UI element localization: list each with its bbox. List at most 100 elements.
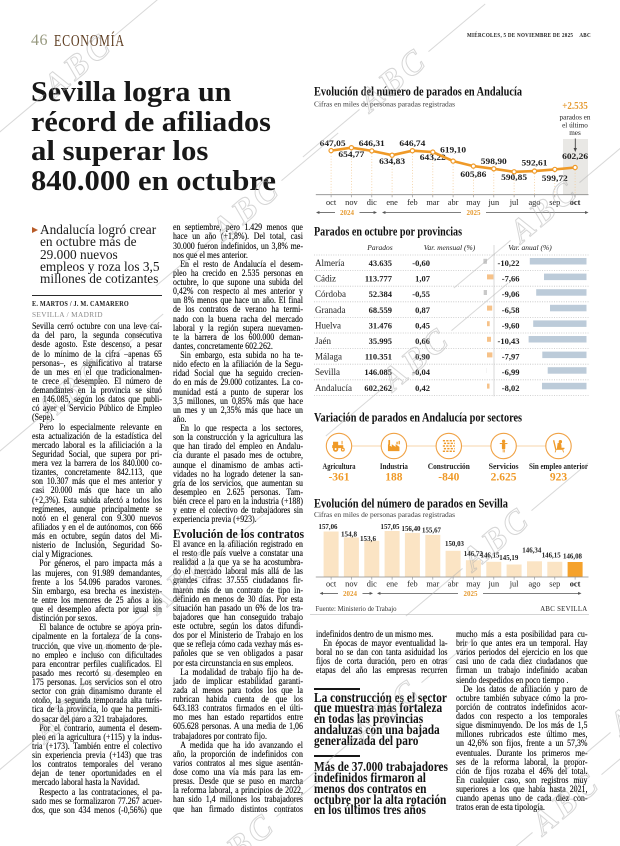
svg-text:35.995: 35.995 [369,336,392,346]
svg-text:sep: sep [549,579,560,588]
svg-text:146,72: 146,72 [464,549,483,558]
svg-text:Huelva: Huelva [315,320,341,330]
svg-text:Agricultura: Agricultura [323,462,357,471]
svg-text:Andalucía: Andalucía [315,383,352,393]
svg-text:599,72: 599,72 [542,174,568,183]
svg-text:Córdoba: Córdoba [315,289,346,299]
svg-text:-9,06: -9,06 [502,289,520,299]
svg-text:146,15: 146,15 [542,551,561,560]
svg-text:646,74: 646,74 [399,139,425,148]
svg-text:sep: sep [549,198,560,207]
svg-text:oct: oct [326,579,337,588]
svg-text:-7,97: -7,97 [502,352,520,362]
svg-text:647,05: 647,05 [320,139,346,148]
svg-text:+2.535: +2.535 [562,100,588,112]
svg-text:923: 923 [550,472,568,484]
svg-text:43.635: 43.635 [369,258,392,268]
svg-text:-0,60: -0,60 [412,258,430,268]
svg-text:Construcción: Construcción [428,462,470,471]
svg-text:155,67: 155,67 [422,526,441,535]
svg-text:Cádiz: Cádiz [315,274,336,284]
svg-text:-9,60: -9,60 [502,320,520,330]
svg-text:156,40: 156,40 [402,524,421,533]
svg-text:590,85: 590,85 [501,173,527,182]
svg-text:ago: ago [529,198,541,207]
svg-text:157,06: 157,06 [319,522,338,531]
svg-text:dic: dic [367,579,377,588]
svg-text:2024: 2024 [340,209,355,217]
svg-text:-6,99: -6,99 [502,367,520,377]
svg-text:Industria: Industria [380,462,409,471]
svg-text:jun: jun [487,198,499,207]
svg-text:mar: mar [426,579,439,588]
svg-text:nov: nov [345,579,358,588]
svg-text:52.384: 52.384 [369,289,393,299]
svg-text:Jaén: Jaén [315,336,331,346]
svg-text:0,42: 0,42 [415,383,430,393]
svg-text:abr: abr [448,198,459,207]
svg-text:154,8: 154,8 [341,530,357,539]
svg-text:oct: oct [326,198,337,207]
svg-text:Cifras en miles de personas pa: Cifras en miles de personas paradas regi… [314,510,455,519]
svg-text:-361: -361 [328,472,349,484]
svg-text:-10,22: -10,22 [498,258,520,268]
svg-text:2024: 2024 [343,590,358,598]
svg-text:nov: nov [345,198,358,207]
svg-text:oct: oct [570,579,581,588]
svg-text:may: may [466,198,481,207]
svg-text:Variación de parados en Andalu: Variación de parados en Andalucía por se… [314,410,522,425]
svg-text:602.262: 602.262 [364,383,392,393]
svg-text:jul: jul [509,579,519,588]
svg-text:ABC SEVILLA: ABC SEVILLA [540,606,587,613]
svg-text:31.476: 31.476 [369,320,392,330]
svg-text:el último: el último [562,122,588,130]
svg-text:Sevilla: Sevilla [315,367,340,377]
svg-text:619,10: 619,10 [440,146,466,155]
svg-text:parados en: parados en [560,114,591,122]
svg-text:mes: mes [569,129,581,137]
svg-text:605,86: 605,86 [460,170,486,179]
svg-text:146,15: 146,15 [481,551,500,560]
svg-text:654,77: 654,77 [338,150,364,159]
svg-text:646,31: 646,31 [359,139,385,148]
svg-text:-10,43: -10,43 [498,336,520,346]
svg-text:146.085: 146.085 [364,367,392,377]
svg-text:ene: ene [386,579,398,588]
svg-text:-7,66: -7,66 [502,274,520,284]
svg-text:Var. anual (%): Var. anual (%) [508,243,552,252]
svg-text:146,34: 146,34 [522,546,541,555]
svg-text:-0,55: -0,55 [412,289,430,299]
svg-text:110.351: 110.351 [365,352,392,362]
svg-text:jun: jun [487,579,499,588]
svg-text:188: 188 [385,472,403,484]
svg-text:0,66: 0,66 [415,336,430,346]
svg-text:jul: jul [509,198,519,207]
svg-text:2.625: 2.625 [491,472,517,484]
svg-text:oct: oct [570,198,581,207]
svg-text:150,03: 150,03 [445,539,464,548]
svg-text:abr: abr [448,579,459,588]
svg-text:Var. mensual (%): Var. mensual (%) [424,243,476,252]
svg-text:68.559: 68.559 [369,305,392,315]
svg-text:113.777: 113.777 [365,274,393,284]
svg-text:may: may [466,579,481,588]
svg-text:Evolución del número de parado: Evolución del número de parados en Sevil… [314,496,508,511]
svg-text:Málaga: Málaga [315,352,342,362]
svg-text:Almería: Almería [315,258,345,268]
svg-text:ene: ene [386,198,398,207]
svg-text:dic: dic [367,198,377,207]
svg-text:mar: mar [426,198,439,207]
svg-text:feb: feb [407,579,418,588]
svg-text:634,83: 634,83 [379,157,405,166]
svg-text:-8,02: -8,02 [502,383,520,393]
svg-text:2025: 2025 [464,590,479,598]
svg-text:feb: feb [407,198,418,207]
svg-text:Granada: Granada [315,305,345,315]
svg-text:-6,58: -6,58 [502,305,520,315]
svg-text:Fuente: Ministerio de Trabajo: Fuente: Ministerio de Trabajo [316,606,398,613]
svg-text:0,45: 0,45 [415,320,430,330]
svg-text:Cifras en miles de personas pa: Cifras en miles de personas paradas regi… [314,100,455,109]
svg-text:643,22: 643,22 [420,153,446,162]
svg-text:1,07: 1,07 [415,274,431,284]
svg-text:145,19: 145,19 [499,553,518,562]
